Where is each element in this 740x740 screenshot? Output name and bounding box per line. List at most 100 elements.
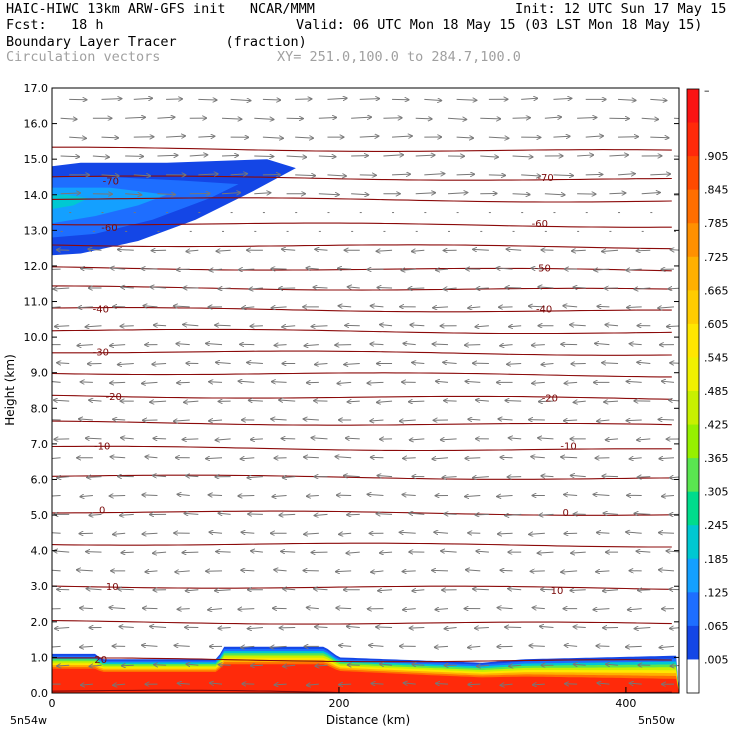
wind-vector — [344, 476, 360, 477]
wind-vector — [673, 193, 679, 195]
wind-vector — [475, 628, 489, 629]
header-line4-right: XY= 251.0,100.0 to 284.7,100.0 — [277, 49, 521, 65]
wind-vector — [348, 287, 360, 288]
wind-vector — [110, 345, 126, 346]
wind-vector — [339, 645, 352, 646]
colorbar-swatch — [687, 424, 699, 459]
header-line1-right: Init: 12 UTC Sun 17 May 15 — [515, 1, 727, 17]
wind-vector — [304, 419, 319, 420]
wind-vector — [183, 325, 199, 326]
wind-vector — [606, 664, 619, 665]
wind-vector — [441, 551, 457, 552]
wind-vector — [627, 420, 642, 421]
x-tick-label: 200 — [328, 697, 349, 710]
colorbar-swatch — [687, 89, 699, 124]
wind-vector — [500, 345, 513, 346]
wind-vector — [670, 477, 679, 478]
wind-vector — [348, 401, 360, 402]
wind-vector — [468, 419, 481, 420]
wind-vector — [577, 155, 593, 156]
wind-vector — [248, 628, 263, 629]
colorbar-swatch — [687, 458, 699, 493]
wind-vector — [150, 626, 167, 627]
wind-vector — [468, 684, 481, 685]
wind-vector — [538, 438, 554, 439]
wind-vector — [175, 571, 190, 572]
isotherm-label: -40 — [536, 305, 552, 316]
colorbar-label: .185 — [704, 553, 729, 566]
wind-vector — [101, 137, 119, 138]
wind-vector — [443, 362, 457, 363]
wind-vector — [208, 609, 223, 610]
wind-vector — [337, 382, 352, 383]
isotherm-label: 20 — [94, 655, 107, 666]
wind-vector — [532, 268, 545, 269]
colorbar-label: .305 — [704, 486, 729, 499]
wind-vector — [529, 646, 545, 647]
colorbar-label: .125 — [704, 586, 729, 599]
colorbar-label: .845 — [704, 184, 729, 197]
wind-vector — [221, 193, 240, 194]
isotherm-line — [52, 420, 672, 426]
wind-vector — [540, 626, 554, 627]
wind-vector — [508, 589, 522, 590]
y-tick-label: 7.0 — [31, 438, 49, 451]
wind-vector — [177, 269, 190, 270]
header-line3-left: Boundary Layer Tracer (fraction) — [6, 34, 307, 50]
wind-vector — [410, 325, 425, 326]
wind-vector — [476, 514, 489, 515]
wind-vector — [541, 363, 554, 364]
wind-vector — [529, 533, 545, 534]
wind-vector — [249, 288, 263, 289]
colorbar-label: .065 — [704, 620, 729, 633]
wind-vector — [465, 458, 481, 459]
wind-vector — [174, 306, 190, 307]
wind-vector — [86, 438, 102, 439]
isotherm-label: -10 — [560, 442, 576, 453]
wind-vector — [241, 458, 255, 459]
colorbar-swatch — [687, 290, 699, 325]
wind-vector — [606, 439, 619, 440]
wind-vector — [432, 570, 449, 571]
wind-vector — [279, 400, 296, 401]
x-tick-label: 400 — [615, 697, 636, 710]
wind-vector — [54, 288, 70, 289]
isotherm-line — [52, 657, 672, 663]
wind-vector — [198, 136, 214, 137]
wind-vector — [55, 628, 70, 629]
isotherm-line — [52, 146, 672, 152]
wind-vector — [565, 382, 578, 383]
colorbar-label: .245 — [704, 519, 729, 532]
y-tick-label: 14.0 — [24, 189, 49, 202]
wind-vector — [219, 513, 231, 514]
wind-vector — [630, 458, 642, 459]
wind-vector — [184, 401, 199, 402]
wind-vector — [275, 684, 287, 685]
wind-vector — [307, 268, 319, 269]
wind-vector — [596, 646, 610, 647]
wind-vector — [307, 495, 319, 496]
wind-vector — [304, 533, 319, 534]
x-tick-label: 0 — [49, 697, 56, 710]
wind-vector — [120, 514, 134, 515]
y-tick-label: 15.0 — [24, 153, 49, 166]
wind-vector — [412, 250, 425, 251]
wind-vector — [553, 98, 571, 99]
wind-vector — [359, 136, 379, 137]
isotherm-label: -50 — [535, 264, 551, 275]
wind-vector — [531, 457, 545, 458]
wind-vector — [254, 118, 273, 119]
wind-vector — [617, 99, 636, 100]
wind-vector — [109, 607, 126, 608]
wind-vector — [498, 608, 513, 609]
wind-vector — [150, 401, 167, 402]
wind-vector — [272, 382, 287, 383]
isotherm-label: -30 — [93, 347, 109, 358]
wind-vector — [603, 590, 619, 591]
wind-vector — [327, 98, 346, 99]
wind-vector — [571, 475, 586, 476]
wind-vector — [315, 627, 328, 628]
wind-vector — [473, 589, 489, 590]
wind-vector — [658, 307, 675, 308]
wind-vector — [412, 590, 425, 591]
